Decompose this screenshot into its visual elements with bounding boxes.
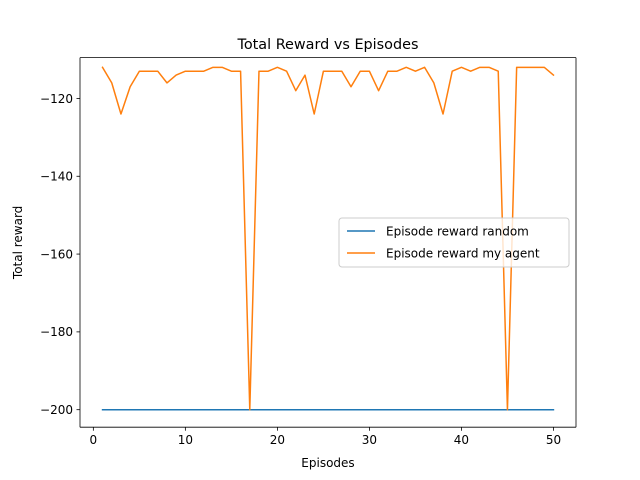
x-tick-label: 50 (546, 433, 561, 447)
series-line-1 (101, 66, 555, 411)
y-axis-ticks: −200 −180 −160 −140 −120 (40, 92, 80, 417)
legend-label-my-agent: Episode reward my agent (386, 247, 540, 261)
y-tick-label: −180 (40, 325, 73, 339)
y-axis-label: Total reward (11, 206, 25, 280)
y-tick-label: −120 (40, 92, 73, 106)
y-tick-label: −140 (40, 170, 73, 184)
legend: Episode reward random Episode reward my … (338, 217, 570, 268)
x-tick-label: 10 (178, 433, 193, 447)
x-tick-label: 20 (270, 433, 285, 447)
series-layer (101, 66, 555, 411)
axes-frame (79, 57, 577, 428)
chart-title: Total Reward vs Episodes (237, 37, 419, 53)
x-tick-label: 0 (90, 433, 98, 447)
legend-label-random: Episode reward random (386, 225, 529, 239)
y-tick-label: −200 (40, 403, 73, 417)
x-tick-label: 40 (454, 433, 469, 447)
x-axis-ticks: 0 10 20 30 40 50 (90, 427, 561, 447)
x-axis-label: Episodes (301, 456, 354, 470)
y-tick-label: −160 (40, 247, 73, 261)
x-tick-label: 30 (362, 433, 377, 447)
legend-box (338, 217, 570, 268)
